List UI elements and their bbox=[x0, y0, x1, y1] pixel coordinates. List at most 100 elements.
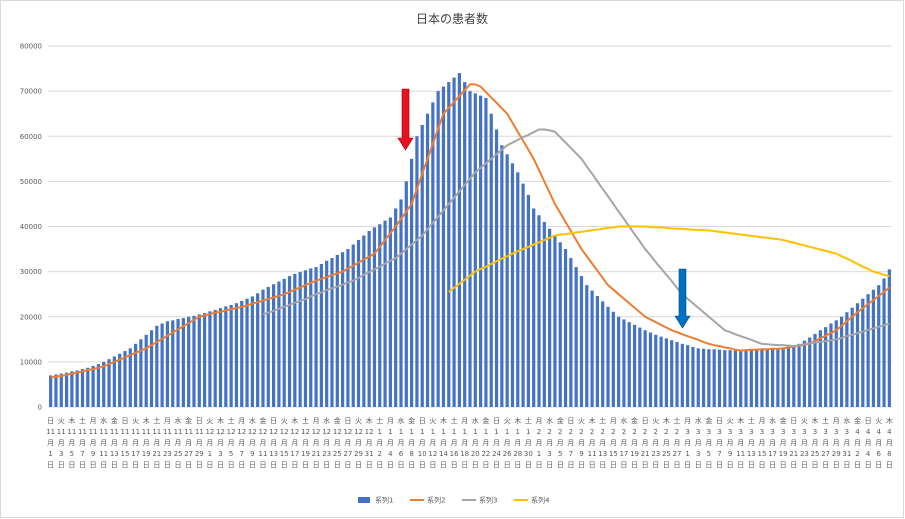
x-tick-label-part: 1 bbox=[441, 428, 445, 436]
x-tick-label-part: 1 bbox=[48, 450, 52, 458]
bar bbox=[638, 327, 642, 407]
x-tick-label-part: 1 bbox=[537, 450, 541, 458]
x-tick-label-part: 月 bbox=[291, 439, 298, 447]
x-tick-label-part: 日 bbox=[737, 461, 744, 469]
bar bbox=[80, 369, 85, 407]
bar bbox=[96, 364, 101, 407]
y-tick-label: 40000 bbox=[20, 223, 42, 231]
x-tick-label-part: 2 bbox=[579, 428, 583, 436]
bar bbox=[388, 217, 392, 407]
x-tick-label: 水 12 月 23 日 bbox=[322, 416, 331, 469]
x-tick-label: 水 3 月 17 日 bbox=[768, 416, 777, 469]
line-series bbox=[448, 225, 890, 293]
x-tick-label: 木 1 月 28 日 bbox=[513, 416, 522, 469]
x-tick-label-part: 日 bbox=[47, 461, 54, 469]
x-tick-label-part: 木 bbox=[143, 416, 150, 425]
x-tick-label-part: 月 bbox=[546, 439, 553, 447]
x-tick-label-part: 日 bbox=[270, 417, 277, 425]
x-tick-label-part: 日 bbox=[355, 461, 362, 469]
x-tick-label-part: 21 bbox=[641, 450, 650, 458]
bar bbox=[887, 269, 891, 407]
x-tick-label-part: 月 bbox=[758, 417, 765, 425]
chart-title: 日本の患者数 bbox=[416, 11, 488, 26]
x-tick-label: 土 11 月 7 日 bbox=[78, 416, 87, 469]
x-tick-label-part: 火 bbox=[132, 417, 139, 425]
x-tick-label: 土 12 月 19 日 bbox=[301, 416, 310, 469]
x-tick-label-part: 日 bbox=[302, 461, 309, 469]
x-tick-label: 金 11 月 13 日 bbox=[110, 416, 119, 469]
x-tick-label-part: 日 bbox=[833, 461, 840, 469]
x-tick-label-part: 4 bbox=[855, 428, 860, 436]
x-tick-label: 木 11 月 19 日 bbox=[142, 416, 151, 469]
x-tick-label-part: 月 bbox=[90, 439, 97, 447]
x-tick-label-part: 月 bbox=[238, 417, 245, 425]
x-tick-label-part: 日 bbox=[663, 461, 670, 469]
x-tick-label-part: 25 bbox=[333, 450, 342, 458]
bar bbox=[585, 285, 589, 407]
x-tick-label-part: 3 bbox=[728, 428, 732, 436]
x-tick-label-part: 土 bbox=[153, 416, 160, 425]
bar bbox=[165, 321, 170, 407]
bar bbox=[218, 308, 223, 407]
x-tick-label-part: 金 bbox=[705, 416, 712, 425]
x-tick-label: 水 11 月 11 日 bbox=[99, 416, 108, 469]
x-tick-label-part: 30 bbox=[524, 450, 533, 458]
x-tick-label-part: 3 bbox=[802, 428, 806, 436]
legend-label: 系列2 bbox=[427, 496, 445, 505]
x-tick-label-part: 水 bbox=[472, 416, 479, 425]
bar bbox=[91, 365, 95, 407]
legend-label: 系列1 bbox=[375, 496, 393, 505]
x-tick-label: 月 3 月 1 日 bbox=[684, 417, 691, 469]
x-tick-label-part: 日 bbox=[748, 461, 755, 469]
x-tick-label: 火 12 月 29 日 bbox=[354, 417, 363, 469]
x-tick-label-part: 日 bbox=[546, 461, 553, 469]
x-tick-label-part: 木 bbox=[737, 416, 744, 425]
x-tick-label-part: 日 bbox=[812, 461, 819, 469]
y-tick-label: 60000 bbox=[20, 133, 42, 141]
x-tick-label-part: 27 bbox=[821, 450, 830, 458]
x-tick-label: 水 12 月 9 日 bbox=[248, 416, 257, 469]
x-tick-label-part: 水 bbox=[100, 416, 107, 425]
x-tick-label: 日 11 月 29 日 bbox=[195, 417, 204, 469]
x-tick-label-part: 月 bbox=[854, 439, 861, 447]
x-tick-label-part: 11 bbox=[121, 428, 130, 436]
x-tick-label-part: 27 bbox=[343, 450, 352, 458]
bar bbox=[144, 334, 148, 407]
bar bbox=[468, 91, 472, 407]
line-series bbox=[50, 83, 890, 379]
bar bbox=[118, 353, 122, 407]
bar bbox=[829, 323, 833, 407]
bar bbox=[622, 319, 626, 407]
x-tick-label-part: 土 bbox=[451, 416, 458, 425]
bar bbox=[70, 371, 74, 407]
x-tick-label-part: 11 bbox=[174, 428, 183, 436]
x-tick-label: 月 11 月 9 日 bbox=[89, 417, 98, 469]
x-tick-label-part: 月 bbox=[397, 439, 404, 447]
bar bbox=[696, 348, 700, 407]
x-tick-label-part: 火 bbox=[429, 417, 436, 425]
bar bbox=[245, 298, 249, 407]
x-tick-label-part: 日 bbox=[886, 461, 893, 469]
x-tick-label-part: 土 bbox=[599, 416, 606, 425]
bar bbox=[314, 267, 318, 407]
x-tick-label-part: 11 bbox=[152, 428, 161, 436]
bar bbox=[309, 268, 313, 407]
bar bbox=[839, 316, 844, 407]
bar bbox=[335, 254, 339, 407]
bar bbox=[394, 208, 398, 407]
x-tick-label-part: 月 bbox=[164, 439, 171, 447]
bar bbox=[558, 242, 562, 407]
x-tick-label-part: 日 bbox=[164, 461, 171, 469]
bar bbox=[494, 129, 499, 407]
x-tick-label-part: 3 bbox=[685, 428, 689, 436]
bar bbox=[102, 361, 106, 407]
x-tick-label-part: 1 bbox=[473, 428, 477, 436]
x-tick-label-part: 日 bbox=[217, 461, 224, 469]
bar bbox=[457, 73, 461, 407]
x-tick-label-part: 土 bbox=[79, 416, 86, 425]
bar bbox=[473, 93, 477, 407]
x-tick-label-part: 29 bbox=[354, 450, 363, 458]
x-tick-label-part: 2 bbox=[558, 428, 562, 436]
x-tick-label-part: 日 bbox=[599, 461, 606, 469]
x-tick-label: 火 1 月 12 日 bbox=[428, 417, 437, 469]
